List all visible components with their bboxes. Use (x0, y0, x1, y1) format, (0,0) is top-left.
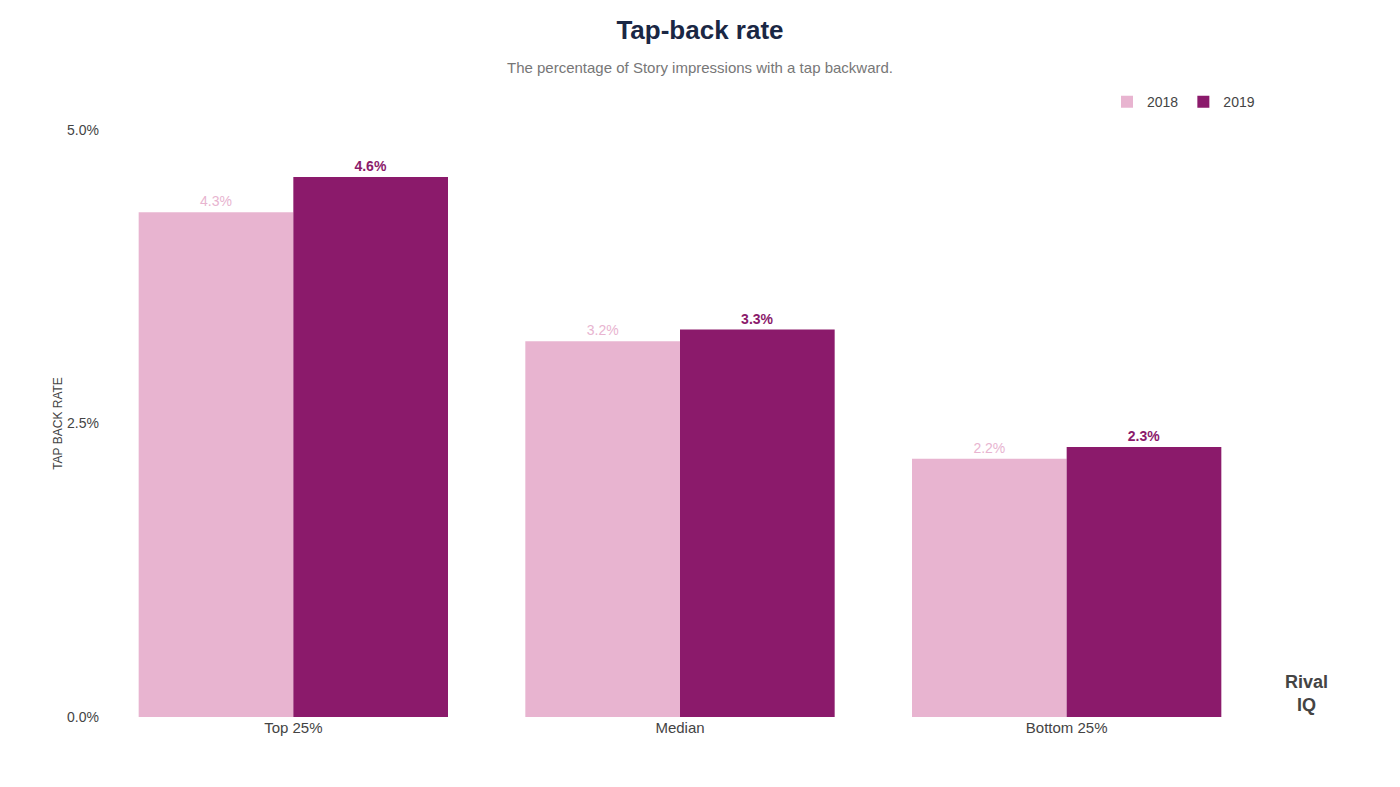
svg-text:Top 25%: Top 25% (264, 719, 322, 736)
svg-text:Median: Median (655, 719, 704, 736)
svg-text:2018: 2018 (1147, 94, 1178, 110)
svg-text:4.6%: 4.6% (354, 158, 386, 174)
svg-text:2019: 2019 (1223, 94, 1254, 110)
svg-text:0.0%: 0.0% (67, 709, 99, 725)
svg-text:2.5%: 2.5% (67, 415, 99, 431)
svg-text:2.2%: 2.2% (973, 440, 1005, 456)
svg-text:3.3%: 3.3% (741, 311, 773, 327)
svg-text:5.0%: 5.0% (67, 122, 99, 138)
svg-text:Bottom 25%: Bottom 25% (1026, 719, 1108, 736)
svg-text:Tap-back rateThe percentage of: Tap-back rateThe percentage of Story imp… (507, 15, 893, 76)
svg-text:3.2%: 3.2% (587, 322, 619, 338)
svg-text:RivalIQ: RivalIQ (1285, 672, 1328, 715)
svg-text:TAP BACK RATE: TAP BACK RATE (51, 377, 65, 470)
svg-text:2.3%: 2.3% (1128, 428, 1160, 444)
svg-text:4.3%: 4.3% (200, 193, 232, 209)
